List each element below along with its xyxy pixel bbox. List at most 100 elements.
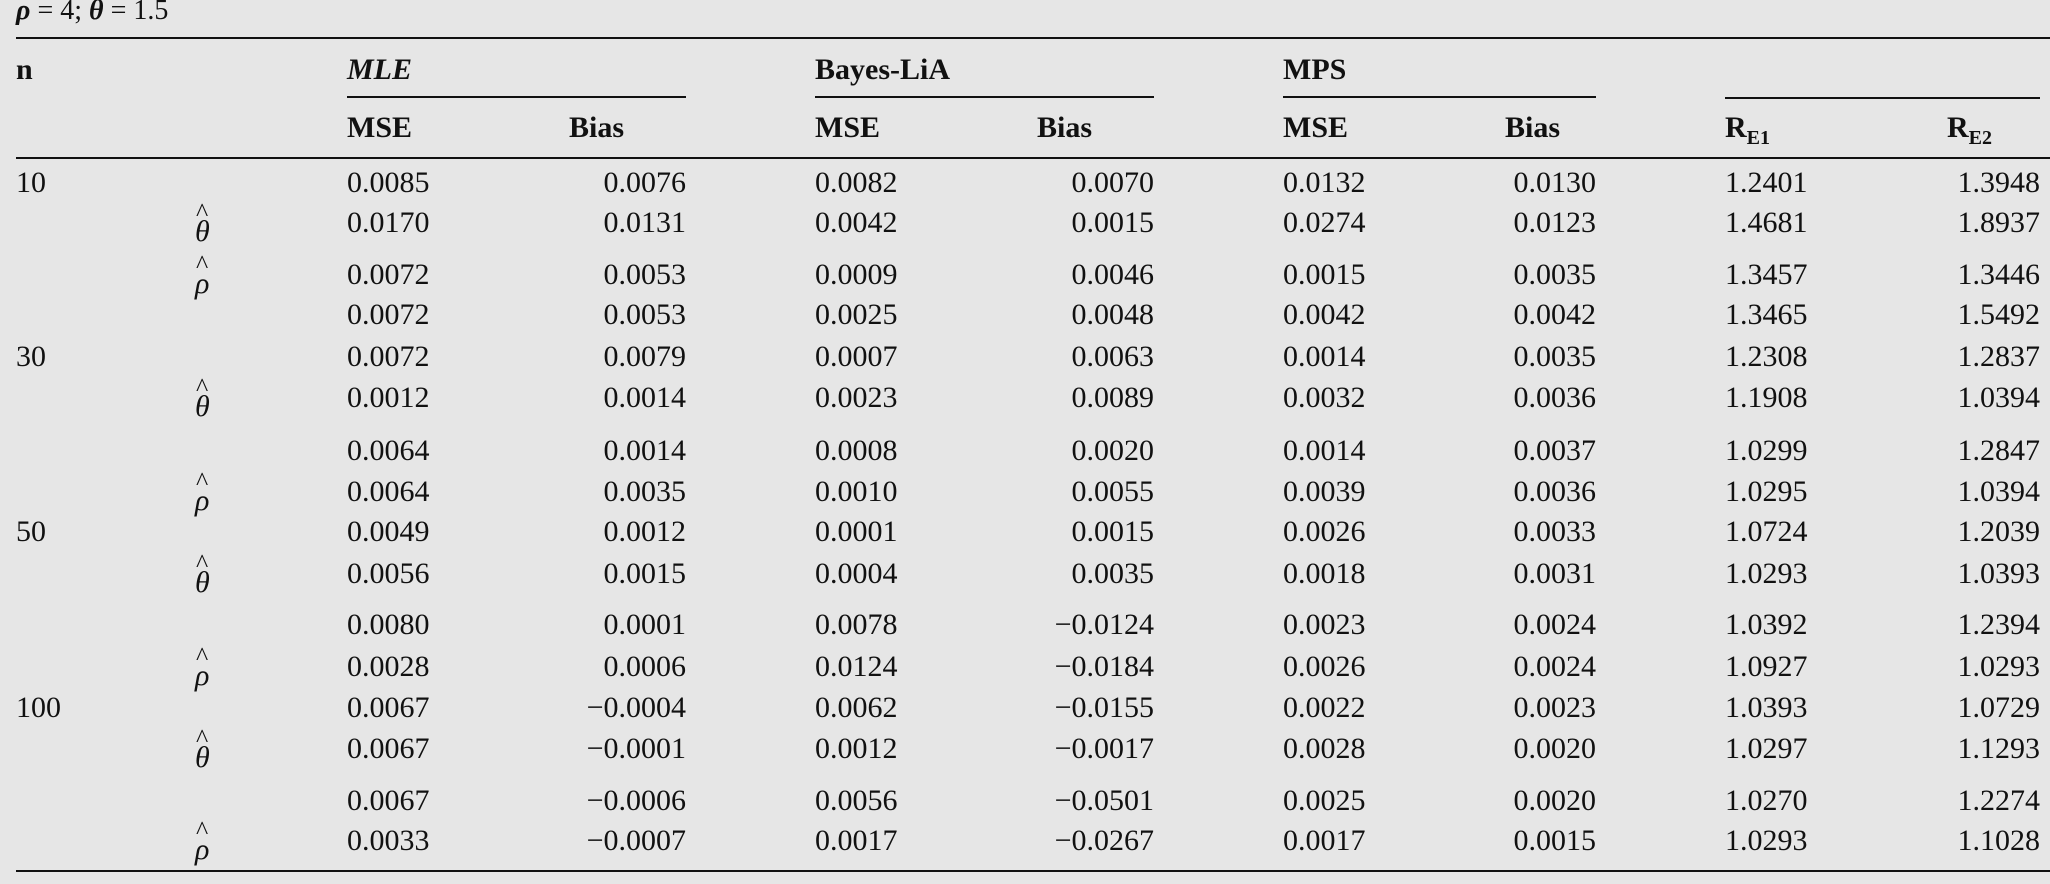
cell-bayes-mse: 0.0012 — [815, 732, 898, 765]
header-re2: RE2 — [1947, 111, 1993, 149]
cell-mps-bias: 0.0036 — [1513, 381, 1597, 414]
cell-mps-mse: 0.0014 — [1283, 434, 1366, 467]
cell-mps-bias: 0.0024 — [1513, 650, 1597, 683]
table-caption: ρ = 4; θ = 1.5 — [16, 0, 168, 28]
cell-mps-mse: 0.0026 — [1283, 650, 1366, 683]
row-n-value: 100 — [16, 691, 61, 724]
cell-bayes-bias: 0.0020 — [1071, 434, 1155, 467]
cell-re2: 1.0394 — [1957, 475, 2041, 508]
cell-mps-bias: 0.0036 — [1513, 475, 1597, 508]
cell-mle-mse: 0.0067 — [347, 784, 430, 817]
cell-mps-mse: 0.0017 — [1283, 824, 1366, 857]
cell-bayes-bias: 0.0048 — [1071, 298, 1155, 331]
cell-mle-bias: 0.0014 — [603, 434, 687, 467]
caption-rho-symbol: ρ — [16, 0, 31, 26]
cell-mle-bias: 0.0076 — [603, 166, 687, 199]
cell-re1: 1.2308 — [1725, 340, 1808, 373]
header-mle-bias: Bias — [569, 111, 625, 144]
cell-bayes-bias: −0.0017 — [1054, 732, 1154, 765]
header-bayes-mse: MSE — [815, 111, 881, 144]
cell-mps-bias: 0.0024 — [1513, 608, 1597, 641]
cell-bayes-bias: −0.0155 — [1054, 691, 1154, 724]
re-group-rule — [1725, 97, 2040, 99]
cell-mle-mse: 0.0064 — [347, 475, 430, 508]
theta-hat-symbol: ^ θ — [195, 549, 210, 599]
cell-bayes-bias: 0.0015 — [1071, 515, 1155, 548]
cell-mle-mse: 0.0072 — [347, 258, 430, 291]
cell-bayes-mse: 0.0001 — [815, 515, 898, 548]
cell-mps-mse: 0.0274 — [1283, 206, 1366, 239]
cell-bayes-bias: 0.0035 — [1071, 557, 1155, 590]
header-bottom-rule — [16, 157, 2050, 159]
cell-mps-bias: 0.0035 — [1513, 258, 1597, 291]
cell-mle-bias: 0.0012 — [603, 515, 687, 548]
cell-bayes-mse: 0.0078 — [815, 608, 898, 641]
caption-rho-value: = 4; — [30, 0, 90, 26]
theta-hat-symbol: ^ θ — [195, 198, 210, 248]
cell-re1: 1.0270 — [1725, 784, 1808, 817]
cell-re2: 1.5492 — [1957, 298, 2041, 331]
cell-bayes-mse: 0.0009 — [815, 258, 898, 291]
cell-bayes-mse: 0.0056 — [815, 784, 898, 817]
cell-mps-bias: 0.0015 — [1513, 824, 1597, 857]
cell-re1: 1.1908 — [1725, 381, 1808, 414]
cell-mle-mse: 0.0028 — [347, 650, 430, 683]
header-mle-mse: MSE — [347, 111, 413, 144]
cell-bayes-bias: 0.0089 — [1071, 381, 1155, 414]
rho-hat-symbol: ^ ρ — [195, 467, 210, 517]
cell-bayes-bias: 0.0055 — [1071, 475, 1155, 508]
header-mps-bias: Bias — [1505, 111, 1561, 144]
cell-re2: 1.3948 — [1957, 166, 2041, 199]
cell-mle-bias: 0.0014 — [603, 381, 687, 414]
cell-re2: 1.2274 — [1957, 784, 2041, 817]
cell-bayes-bias: −0.0124 — [1054, 608, 1154, 641]
cell-re1: 1.0299 — [1725, 434, 1808, 467]
mle-group-rule — [347, 96, 686, 98]
cell-re2: 1.3446 — [1957, 258, 2041, 291]
row-n-value: 30 — [16, 340, 46, 373]
bottom-rule — [16, 870, 2050, 872]
cell-re2: 1.0393 — [1957, 557, 2041, 590]
cell-mps-mse: 0.0026 — [1283, 515, 1366, 548]
header-group-mle: MLE — [347, 53, 413, 86]
cell-re1: 1.0393 — [1725, 691, 1808, 724]
caption-theta-symbol: θ — [89, 0, 104, 26]
cell-mle-bias: −0.0006 — [586, 784, 686, 817]
cell-bayes-mse: 0.0124 — [815, 650, 898, 683]
cell-re1: 1.0297 — [1725, 732, 1808, 765]
cell-mps-bias: 0.0130 — [1513, 166, 1597, 199]
cell-mps-mse: 0.0022 — [1283, 691, 1366, 724]
cell-bayes-bias: −0.0184 — [1054, 650, 1154, 683]
cell-mps-mse: 0.0025 — [1283, 784, 1366, 817]
cell-mle-mse: 0.0170 — [347, 206, 430, 239]
cell-bayes-mse: 0.0008 — [815, 434, 898, 467]
cell-mps-bias: 0.0042 — [1513, 298, 1597, 331]
cell-mle-bias: 0.0053 — [603, 298, 687, 331]
cell-re1: 1.0927 — [1725, 650, 1808, 683]
cell-mps-mse: 0.0018 — [1283, 557, 1366, 590]
cell-re2: 1.0394 — [1957, 381, 2041, 414]
cell-mps-mse: 0.0014 — [1283, 340, 1366, 373]
cell-mps-mse: 0.0023 — [1283, 608, 1366, 641]
cell-mle-mse: 0.0012 — [347, 381, 430, 414]
cell-re2: 1.0293 — [1957, 650, 2041, 683]
header-n: n — [16, 53, 33, 86]
cell-mps-mse: 0.0042 — [1283, 298, 1366, 331]
cell-mle-bias: 0.0131 — [603, 206, 687, 239]
cell-re2: 1.1028 — [1957, 824, 2041, 857]
cell-mle-bias: −0.0004 — [586, 691, 686, 724]
cell-re1: 1.0293 — [1725, 824, 1808, 857]
cell-re2: 1.0729 — [1957, 691, 2041, 724]
cell-re1: 1.0295 — [1725, 475, 1808, 508]
cell-mle-mse: 0.0080 — [347, 608, 430, 641]
cell-mle-bias: 0.0006 — [603, 650, 687, 683]
cell-bayes-bias: 0.0046 — [1071, 258, 1155, 291]
cell-bayes-mse: 0.0082 — [815, 166, 898, 199]
cell-bayes-bias: −0.0267 — [1054, 824, 1154, 857]
cell-mle-mse: 0.0049 — [347, 515, 430, 548]
cell-mle-mse: 0.0072 — [347, 298, 430, 331]
cell-bayes-bias: 0.0063 — [1071, 340, 1155, 373]
cell-re1: 1.2401 — [1725, 166, 1808, 199]
cell-mps-bias: 0.0023 — [1513, 691, 1597, 724]
cell-mps-bias: 0.0123 — [1513, 206, 1597, 239]
